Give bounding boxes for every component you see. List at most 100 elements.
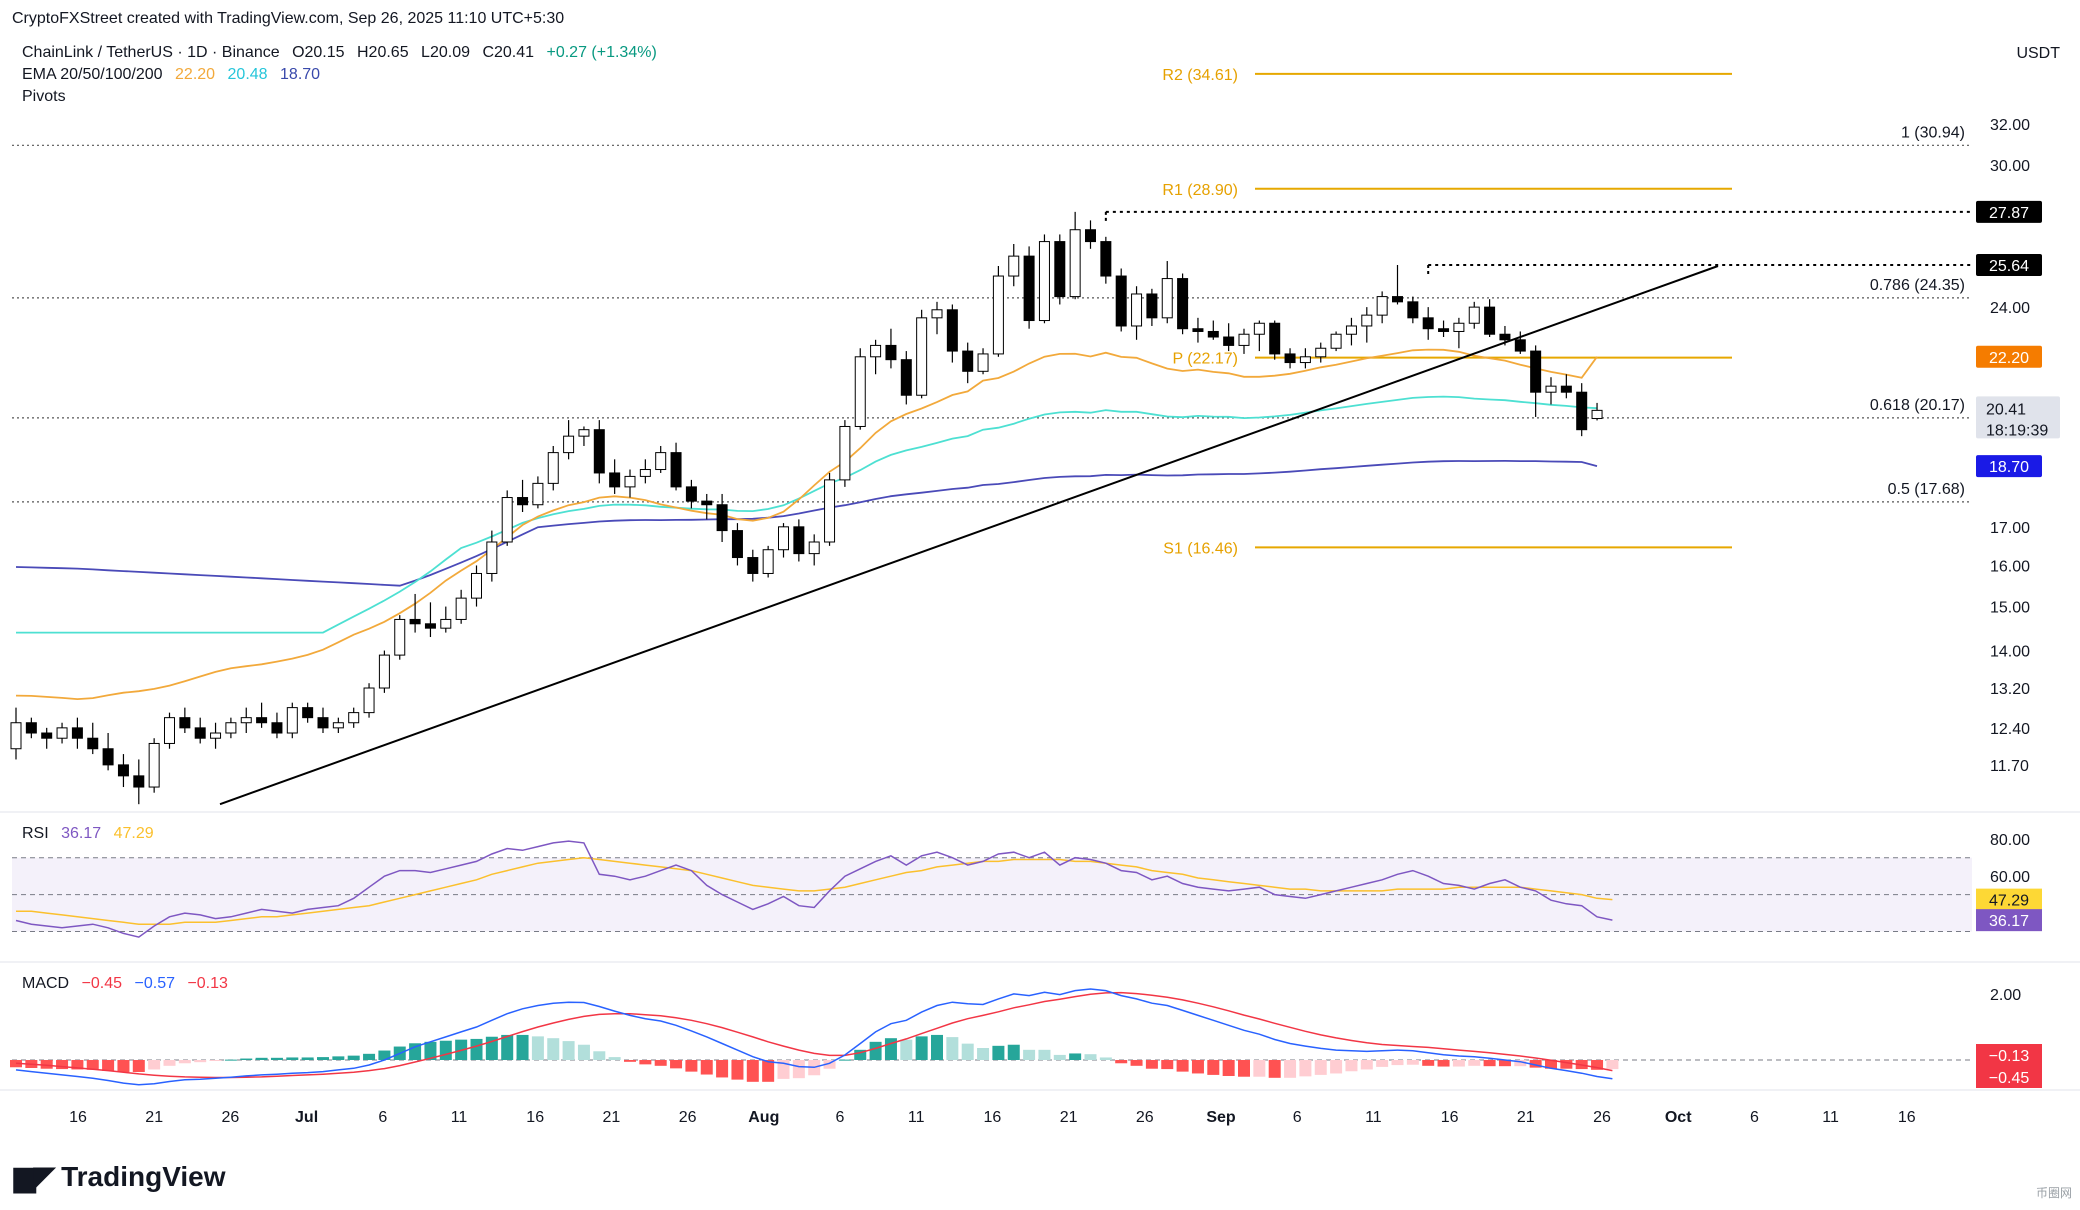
candle-body bbox=[1438, 328, 1450, 332]
candle-body bbox=[716, 504, 728, 532]
candle-body bbox=[824, 479, 836, 543]
fib-level-label: 0.618 (20.17) bbox=[1870, 397, 1965, 414]
ema200-value: 18.70 bbox=[280, 66, 321, 83]
x-tick-label: 6 bbox=[1750, 1109, 1759, 1126]
x-tick-label: 21 bbox=[603, 1109, 621, 1126]
candle-body bbox=[1530, 350, 1542, 393]
candle-body bbox=[102, 748, 114, 766]
macd-hist-bar bbox=[547, 1038, 560, 1060]
candle-body bbox=[455, 597, 467, 620]
macd-hist-bar bbox=[378, 1050, 391, 1060]
macd-hist-bar bbox=[1053, 1054, 1066, 1060]
candle-body bbox=[1422, 317, 1434, 330]
pivot-label: S1 (16.46) bbox=[1163, 540, 1238, 557]
y-tick-label: 17.00 bbox=[1990, 520, 2030, 537]
candle-body bbox=[1361, 314, 1373, 327]
candle-body bbox=[547, 452, 559, 484]
ohlc-low: L20.09 bbox=[421, 44, 470, 61]
candle-body bbox=[440, 618, 452, 629]
x-tick-label: Jul bbox=[295, 1109, 318, 1126]
candle-body bbox=[1576, 391, 1588, 431]
candle-body bbox=[532, 482, 544, 506]
macd-hist-bar bbox=[1238, 1060, 1250, 1077]
macd-signal-line bbox=[15, 991, 1613, 1079]
candle-body bbox=[25, 722, 37, 734]
x-tick-label: 16 bbox=[984, 1109, 1002, 1126]
candle-body bbox=[164, 717, 175, 744]
macd-label: MACD bbox=[22, 975, 70, 992]
macd-hist-bar bbox=[424, 1041, 437, 1060]
candle-body bbox=[1269, 322, 1281, 355]
macd-hist-bar bbox=[56, 1060, 69, 1070]
candle-body bbox=[179, 717, 191, 729]
macd-hist-bar bbox=[117, 1060, 130, 1072]
macd-hist-bar bbox=[286, 1057, 299, 1060]
candle-body bbox=[1161, 278, 1173, 319]
rsi-tag: 36.17 bbox=[1989, 913, 2029, 930]
candle-body bbox=[839, 425, 851, 481]
candle-body bbox=[1468, 306, 1480, 324]
macd-hist-bar bbox=[209, 1060, 222, 1061]
rsi-legend: RSI 36.17 47.29 bbox=[22, 825, 154, 843]
candle-body bbox=[1146, 293, 1158, 319]
macd-hist-bar bbox=[1514, 1060, 1527, 1067]
macd-hist-bar bbox=[854, 1049, 867, 1060]
macd-hist-bar bbox=[1099, 1057, 1112, 1060]
x-tick-label: 16 bbox=[69, 1109, 87, 1126]
candle-body bbox=[486, 541, 498, 574]
ohlc-open: O20.15 bbox=[292, 44, 345, 61]
ema100-line bbox=[16, 395, 1598, 634]
candle-body bbox=[701, 500, 713, 506]
x-tick-label: Aug bbox=[748, 1109, 779, 1126]
pivots-label: Pivots bbox=[22, 88, 66, 105]
candle-body bbox=[1499, 333, 1511, 341]
trendline bbox=[219, 265, 1719, 806]
macd-hist-bar bbox=[132, 1060, 145, 1072]
last-price-countdown: 18:19:39 bbox=[1986, 422, 2048, 439]
chart-credit: CryptoFXStreet created with TradingView.… bbox=[12, 10, 565, 27]
macd-hist-bar bbox=[1130, 1060, 1143, 1066]
macd-signal-value: −0.57 bbox=[134, 975, 175, 992]
candle-body bbox=[471, 572, 482, 599]
macd-hist-bar bbox=[746, 1060, 759, 1082]
pivot-label: P (22.17) bbox=[1172, 351, 1238, 368]
candle-body bbox=[256, 717, 268, 724]
macd-hist-bar bbox=[1330, 1060, 1343, 1074]
x-tick-label: 6 bbox=[836, 1109, 845, 1126]
y-tick-label: 30.00 bbox=[1990, 158, 2030, 175]
currency-label[interactable]: USDT bbox=[2016, 45, 2060, 62]
macd-hist-bar bbox=[961, 1043, 974, 1060]
watermark: 币圈网 bbox=[2035, 1186, 2072, 1200]
x-tick-label: 16 bbox=[1441, 1109, 1459, 1126]
candle-body bbox=[900, 359, 912, 396]
macd-hist-bar bbox=[731, 1060, 744, 1080]
macd-hist-bar bbox=[823, 1060, 836, 1069]
macd-tag-bg bbox=[1976, 1044, 2042, 1066]
candle-body bbox=[302, 707, 314, 719]
candle-body bbox=[670, 452, 682, 488]
macd-hist-bar bbox=[1161, 1060, 1174, 1070]
candle-body bbox=[517, 497, 529, 506]
candle-body bbox=[1284, 353, 1296, 364]
macd-hist-bar bbox=[1376, 1060, 1389, 1067]
macd-hist-bar bbox=[1115, 1060, 1128, 1064]
candle-body bbox=[1253, 322, 1265, 335]
ema50-value: 22.20 bbox=[175, 66, 216, 83]
candle-body bbox=[609, 472, 621, 488]
candle-body bbox=[148, 742, 160, 788]
macd-hist-bar bbox=[900, 1039, 913, 1060]
candle-body bbox=[624, 475, 636, 488]
candle-body bbox=[946, 309, 958, 352]
macd-hist-bar bbox=[700, 1060, 713, 1075]
price-tag-bg bbox=[1976, 254, 2042, 277]
macd-hist-bar bbox=[1299, 1060, 1312, 1077]
brand-name: TradingView bbox=[61, 1160, 226, 1192]
last-price-value: 20.41 bbox=[1986, 401, 2026, 418]
macd-hist-bar bbox=[838, 1059, 851, 1061]
macd-hist-bar bbox=[608, 1057, 621, 1060]
candle-body bbox=[962, 350, 974, 372]
candle-body bbox=[1085, 229, 1096, 243]
macd-hist-bar bbox=[1084, 1054, 1097, 1060]
y-tick-label: 11.70 bbox=[1990, 758, 2029, 775]
